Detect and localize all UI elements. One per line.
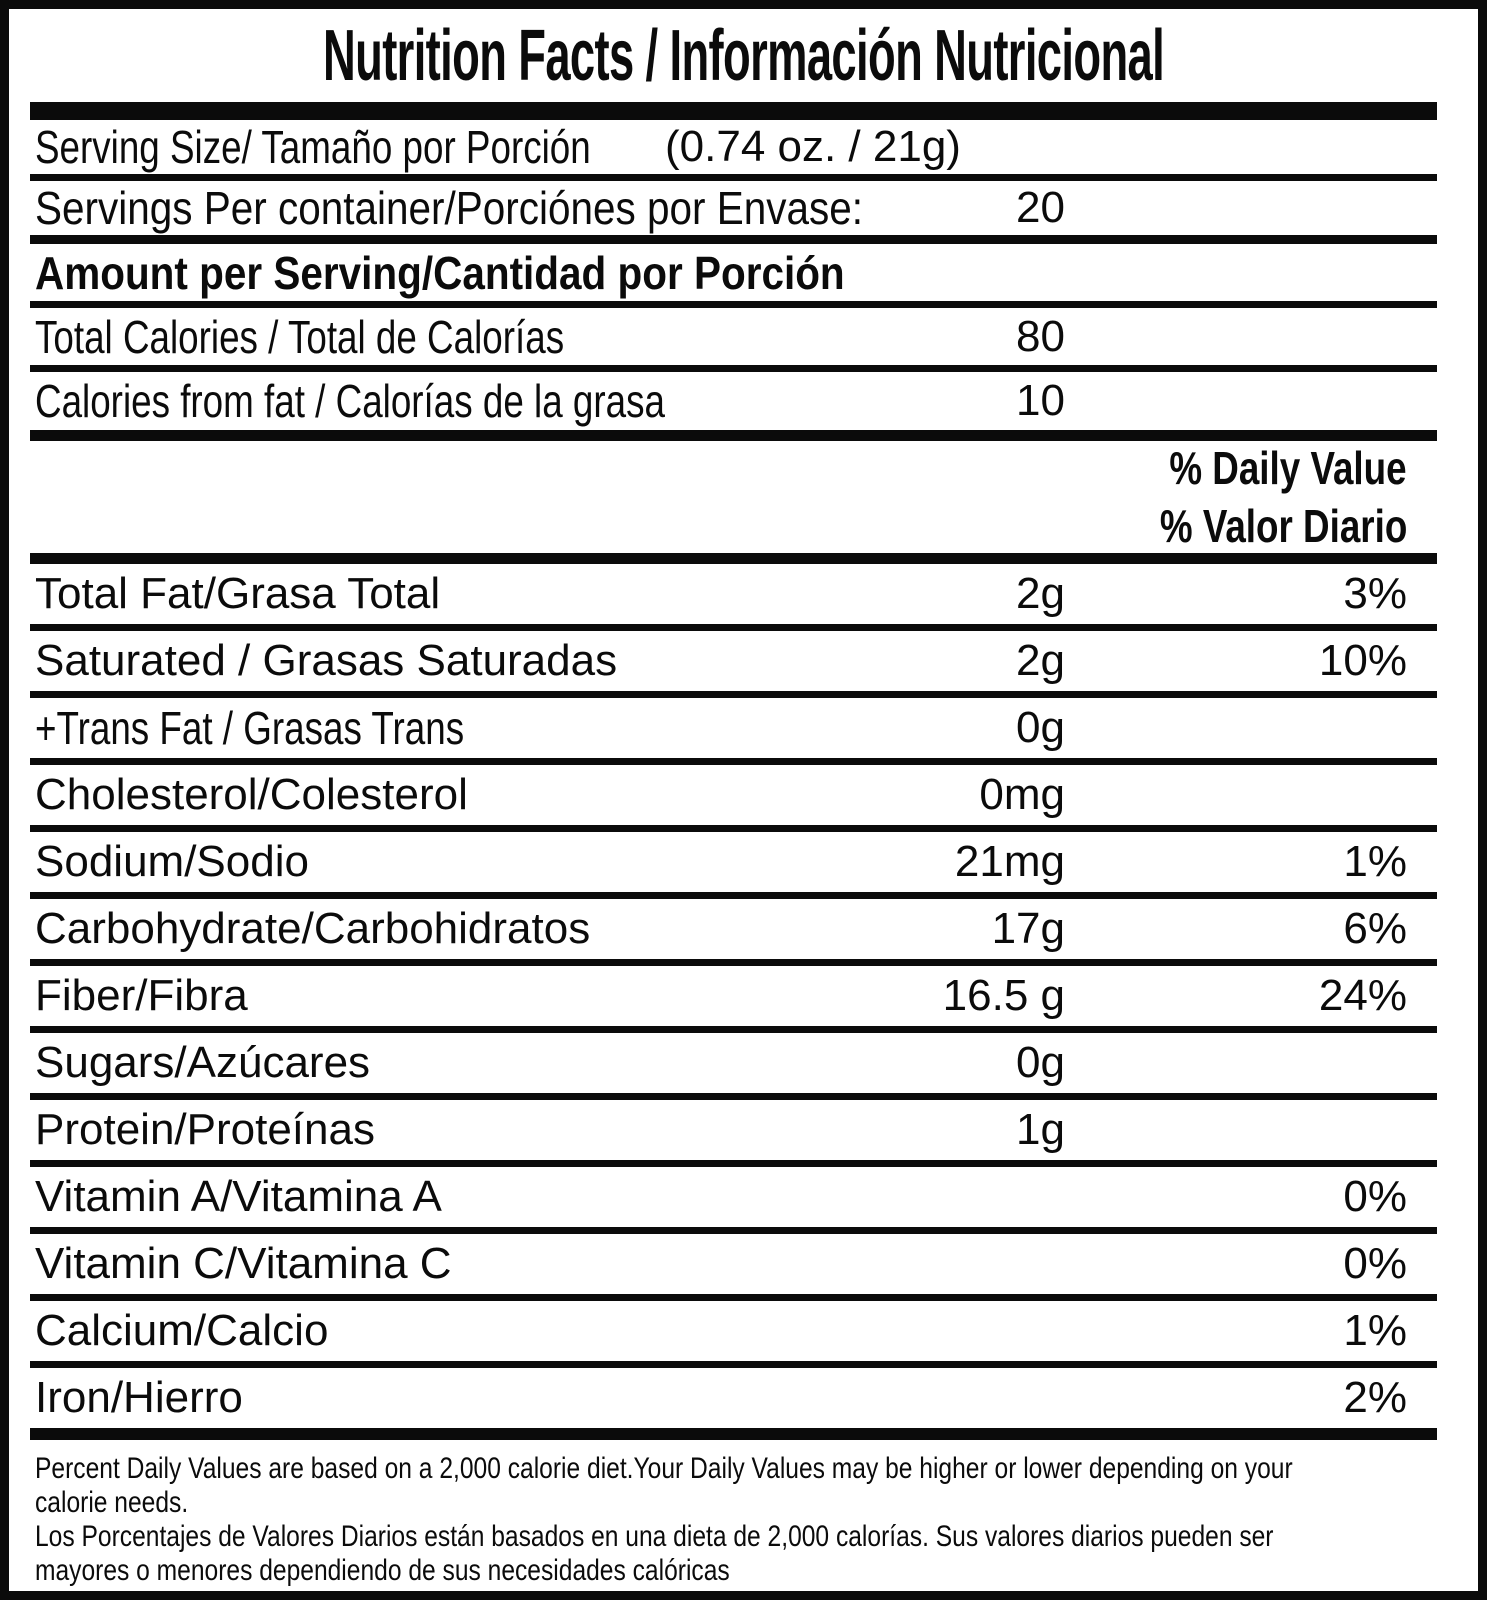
nutrient-label: Calcium/Calcio (35, 1306, 329, 1355)
nutrient-amount: 0g (1016, 1038, 1065, 1087)
nutrient-label: Cholesterol/Colesterol (35, 770, 468, 819)
nutrient-row-vitamin-c: Vitamin C/Vitamina C 0% (30, 1234, 1437, 1301)
nutrient-row-carbohydrate: Carbohydrate/Carbohidratos 17g 6% (30, 899, 1437, 966)
serving-size-label: Serving Size/ Tamaño por Porción (35, 121, 591, 173)
nutrient-row-iron: Iron/Hierro 2% (30, 1368, 1437, 1440)
nutrient-row-fiber: Fiber/Fibra 16.5 g 24% (30, 966, 1437, 1033)
nutrient-label: Sodium/Sodio (35, 837, 309, 886)
nutrient-daily-value: 0% (1343, 1172, 1407, 1221)
calories-from-fat-label: Calories from fat / Calorías de la grasa (35, 375, 665, 427)
nutrient-amount: 0g (1016, 703, 1065, 752)
nutrient-daily-value: 1% (1343, 1306, 1407, 1355)
nutrient-row-total-fat: Total Fat/Grasa Total 2g 3% (30, 564, 1437, 631)
nutrient-amount: 2g (1016, 636, 1065, 685)
nutrient-label: Saturated / Grasas Saturadas (35, 636, 618, 685)
nutrient-amount: 17g (991, 904, 1065, 953)
calories-from-fat-row: Calories from fat / Calorías de la grasa… (30, 372, 1437, 441)
serving-size-row: Serving Size/ Tamaño por Porción (0.74 o… (30, 120, 1437, 181)
nutrient-amount: 21mg (954, 837, 1065, 886)
nutrient-daily-value: 1% (1343, 837, 1407, 886)
nutrient-row-sodium: Sodium/Sodio 21mg 1% (30, 832, 1437, 899)
label-title-block: Nutrition Facts / Información Nutriciona… (9, 9, 1478, 102)
total-calories-value: 80 (1016, 311, 1065, 361)
servings-per-container-row: Servings Per container/Porciónes por Env… (30, 181, 1437, 244)
nutrient-daily-value: 10% (1318, 636, 1407, 685)
nutrient-row-protein: Protein/Proteínas 1g (30, 1100, 1437, 1167)
servings-per-container-label: Servings Per container/Porciónes por Env… (35, 182, 864, 234)
nutrient-label: Fiber/Fibra (35, 971, 248, 1020)
nutrient-row-cholesterol: Cholesterol/Colesterol 0mg (30, 765, 1437, 832)
title-separator-bar (30, 102, 1437, 120)
nutrient-label: Sugars/Azúcares (35, 1038, 371, 1087)
footnote-en-line-1: Percent Daily Values are based on a 2,00… (35, 1452, 1293, 1485)
amount-per-serving-header-row: Amount per Serving/Cantidad por Porción (30, 244, 1437, 308)
nutrient-label: Iron/Hierro (35, 1373, 243, 1422)
total-calories-row: Total Calories / Total de Calorías 80 (30, 308, 1437, 372)
nutrient-row-saturated-fat: Saturated / Grasas Saturadas 2g 10% (30, 631, 1437, 698)
amount-per-serving-header: Amount per Serving/Cantidad por Porción (35, 246, 845, 299)
nutrient-amount: 0mg (979, 770, 1065, 819)
footnote-en-line-2: calorie needs. (35, 1486, 189, 1519)
footnote-es-line-1: Los Porcentajes de Valores Diarios están… (35, 1520, 1274, 1553)
nutrient-row-vitamin-a: Vitamin A/Vitamina A 0% (30, 1167, 1437, 1234)
nutrient-row-calcium: Calcium/Calcio 1% (30, 1301, 1437, 1368)
nutrient-label: Vitamin C/Vitamina C (35, 1239, 452, 1288)
daily-value-footnote: Percent Daily Values are based on a 2,00… (30, 1440, 1437, 1588)
nutrient-label: Protein/Proteínas (35, 1105, 375, 1154)
label-title: Nutrition Facts / Información Nutriciona… (322, 15, 1165, 96)
nutrient-row-trans-fat: +Trans Fat / Grasas Trans 0g (30, 698, 1437, 765)
total-calories-label: Total Calories / Total de Calorías (35, 310, 565, 363)
nutrient-label: Total Fat/Grasa Total (35, 569, 441, 618)
nutrient-daily-value: 6% (1343, 904, 1407, 953)
nutrient-daily-value: 2% (1343, 1373, 1407, 1422)
percent-daily-value-es: % Valor Diario (1159, 500, 1407, 552)
nutrient-row-sugars: Sugars/Azúcares 0g (30, 1033, 1437, 1100)
percent-daily-value-en: % Daily Value (1169, 442, 1407, 494)
nutrient-daily-value: 24% (1318, 971, 1407, 1020)
nutrient-amount: 2g (1016, 569, 1065, 618)
footnote-es-line-2: mayores o menores dependiendo de sus nec… (35, 1554, 730, 1587)
nutrient-label: +Trans Fat / Grasas Trans (35, 702, 465, 754)
label-content: Serving Size/ Tamaño por Porción (0.74 o… (30, 102, 1437, 1588)
nutrient-amount: 1g (1016, 1105, 1065, 1154)
percent-daily-value-header: % Daily Value % Valor Diario (30, 441, 1437, 564)
servings-per-container-value: 20 (1016, 183, 1065, 232)
nutrient-label: Vitamin A/Vitamina A (35, 1172, 442, 1221)
nutrient-label: Carbohydrate/Carbohidratos (35, 904, 591, 953)
nutrient-daily-value: 3% (1343, 569, 1407, 618)
calories-from-fat-value: 10 (1016, 376, 1065, 425)
nutrient-daily-value: 0% (1343, 1239, 1407, 1288)
serving-size-value: (0.74 oz. / 21g) (665, 122, 961, 171)
nutrient-amount: 16.5 g (942, 971, 1065, 1020)
